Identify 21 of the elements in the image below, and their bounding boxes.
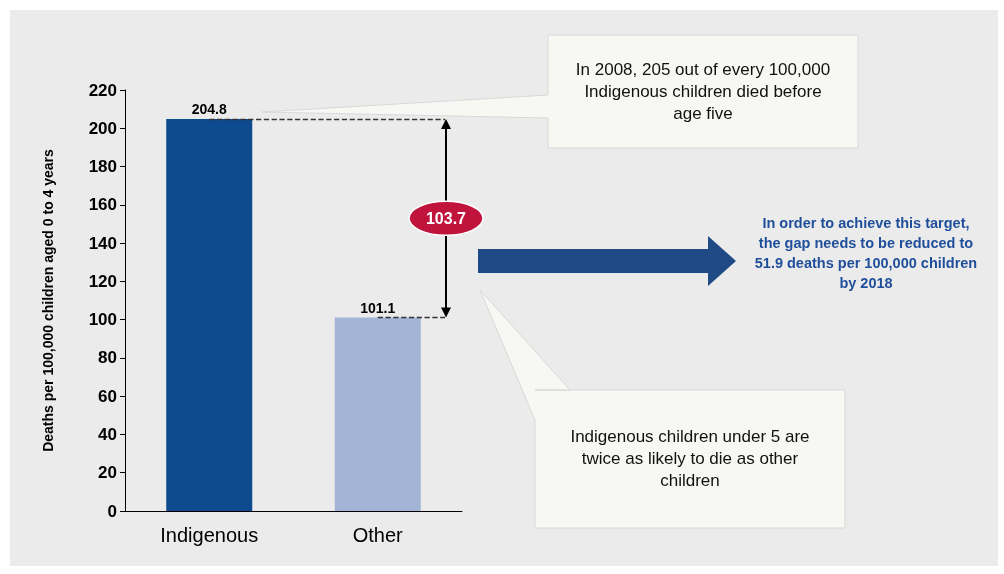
y-tick-label: 100 [88,310,117,330]
y-tick-label: 140 [88,233,117,253]
y-tick-label: 60 [98,386,117,406]
data-label: 204.8 [191,101,227,118]
y-tick-label: 200 [88,118,117,138]
y-tick-label: 20 [98,463,117,483]
x-tick-label: Other [352,524,404,546]
x-tick-label: Indigenous [160,524,259,546]
y-tick-label: 220 [88,80,117,100]
text: In order to achieve this target, the gap needs to be reduced to 51.9 deaths per 100,000 children by 2018 [753,213,979,293]
y-tick-label: 0 [107,501,117,521]
y-tick-label: 40 [98,424,117,444]
y-tick-label: 80 [98,348,117,368]
text: Indigenous children under 5 are twice as likely to die as other children [569,426,811,492]
annotation: 103.7 [425,210,467,228]
y-tick-label: 180 [88,157,117,177]
data-label: 101.1 [360,299,396,316]
y-tick-label: 120 [88,271,117,291]
y-tick-label: 160 [88,195,117,215]
y-axis-title: Deaths per 100,000 children aged 0 to 4 years [40,148,56,452]
text: In 2008, 205 out of every 100,000 Indigenous children died before age five [575,59,831,125]
